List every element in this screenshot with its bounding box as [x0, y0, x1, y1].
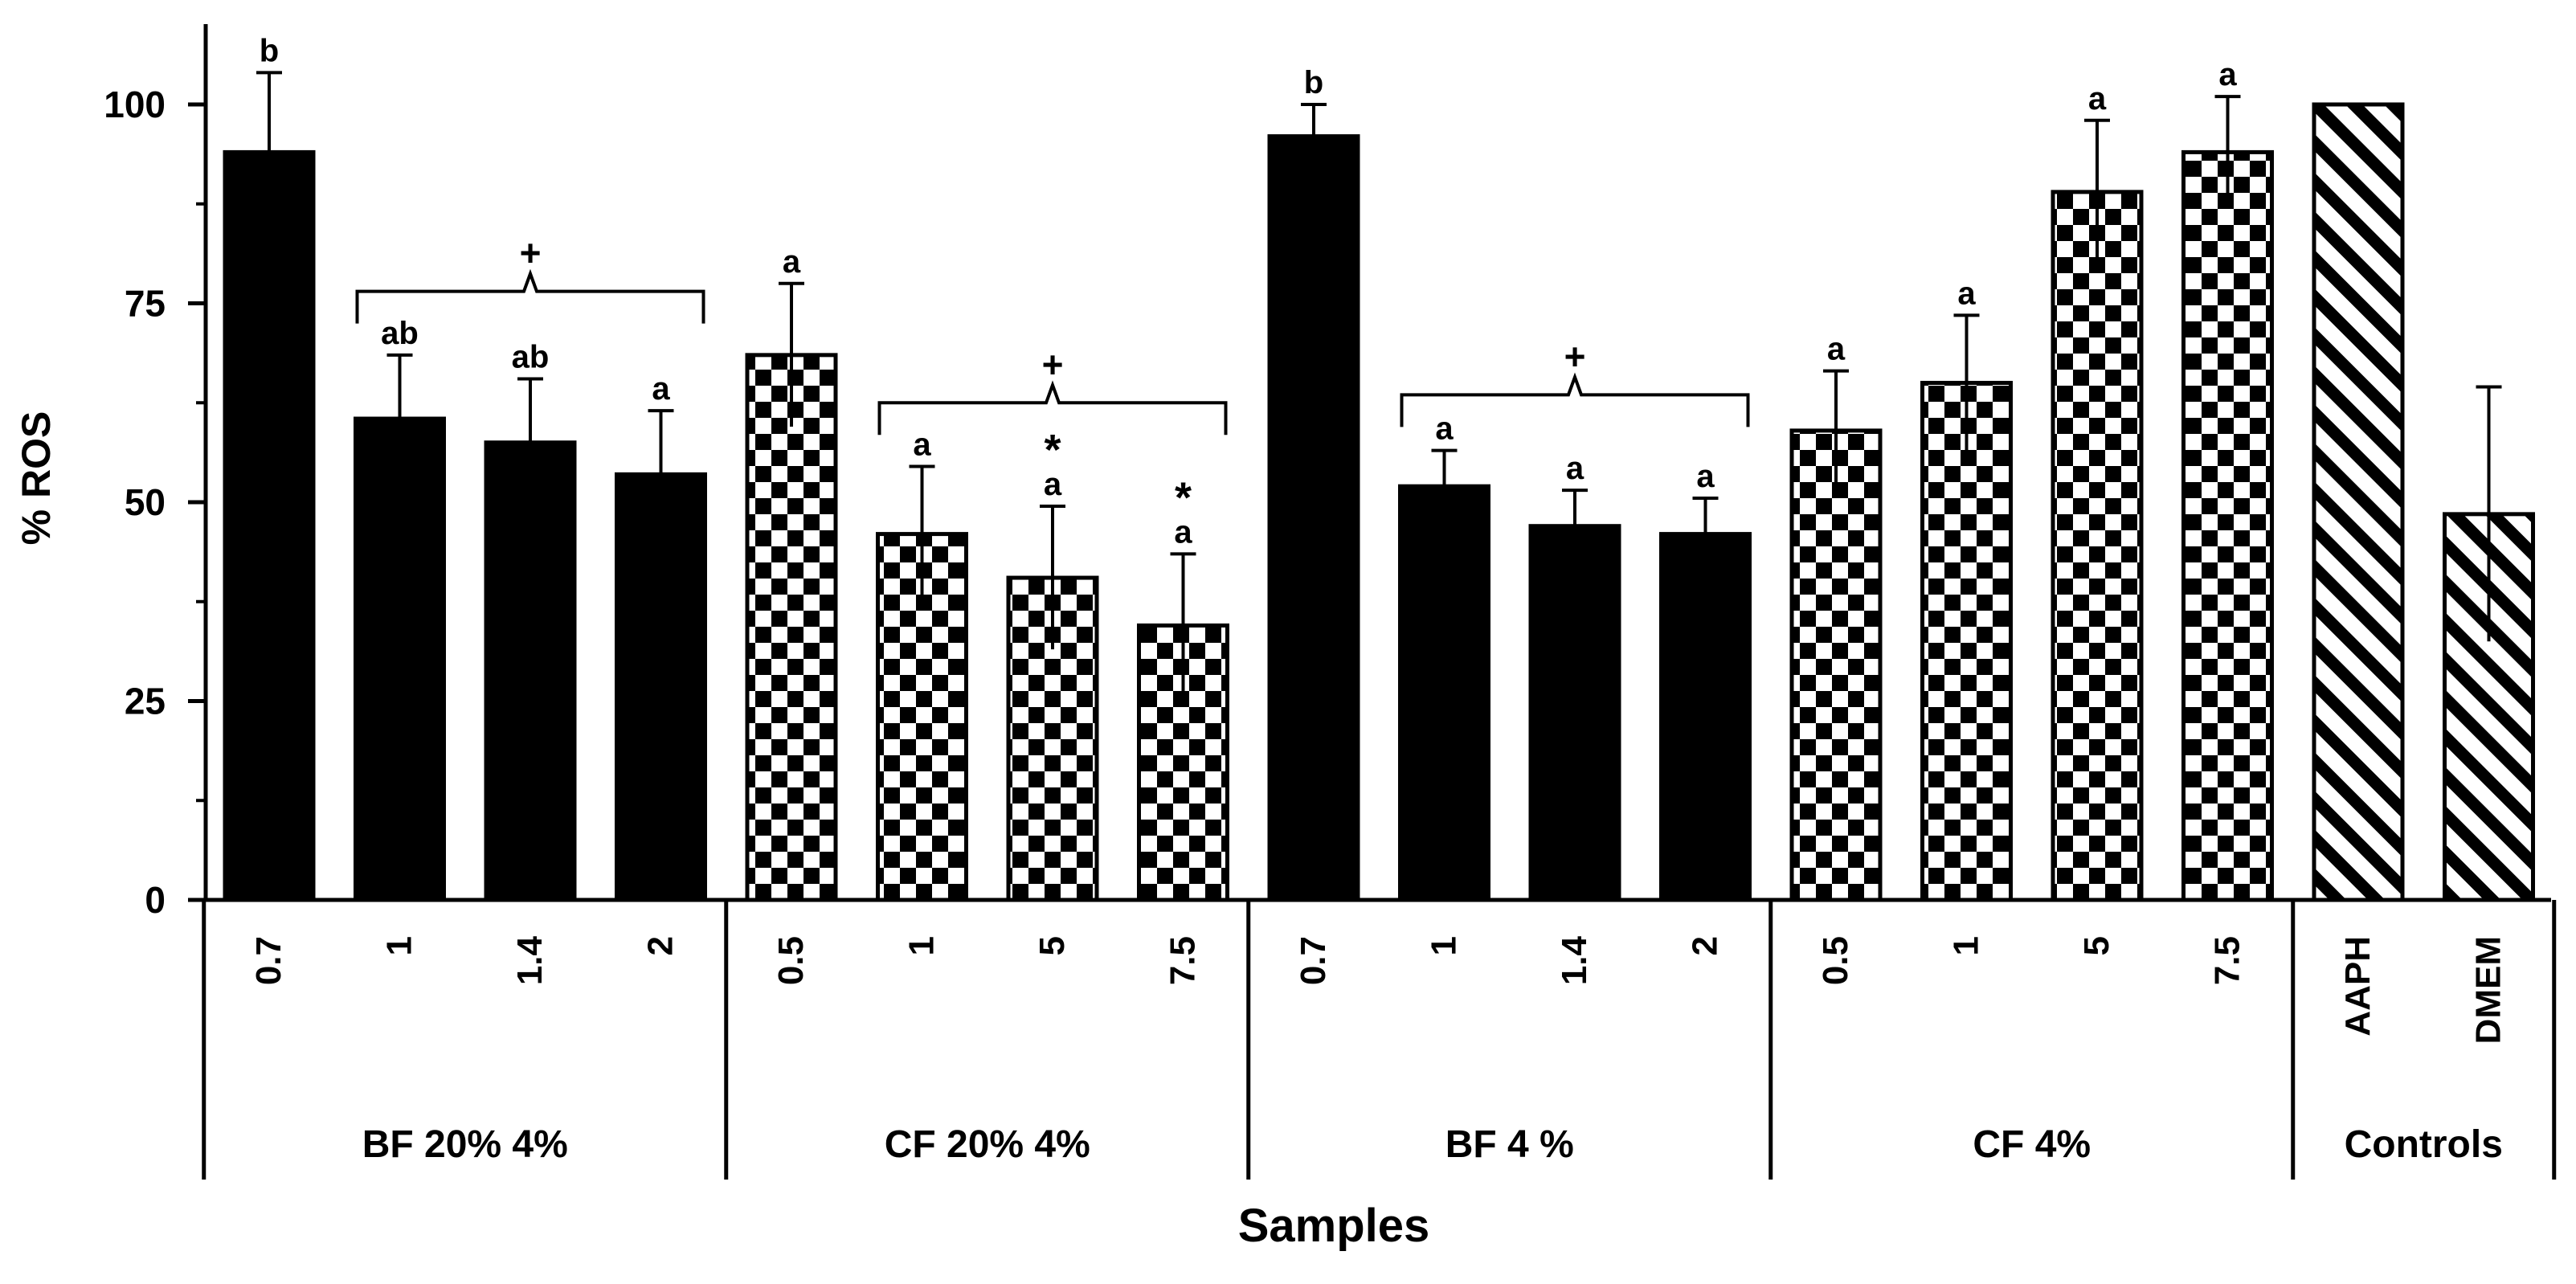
significance-letter: b: [1304, 65, 1323, 100]
bar-3-1: [1920, 381, 2013, 902]
significance-letter: ab: [512, 340, 550, 375]
x-axis-title: Samples: [1238, 1200, 1430, 1252]
x-tick-label: 0.7: [1294, 936, 1333, 985]
significance-letter: a: [1957, 276, 1976, 311]
x-tick-label: 5: [2077, 936, 2116, 955]
significance-letter: a: [1174, 514, 1192, 550]
x-tick-label: 0.5: [771, 936, 811, 985]
group-label: BF 4 %: [1445, 1123, 1574, 1166]
bracket-0: [355, 268, 705, 324]
labels-layer: b0.7ab1ab1.4a2a0.5a1a*5a*7.5b0.7a1a1.4a2…: [104, 33, 2508, 1166]
bar-4-0: [2312, 102, 2405, 902]
y-tick-label: 75: [125, 283, 166, 325]
bar-1-0: [745, 353, 838, 902]
x-tick-label: 1: [902, 936, 942, 955]
axes-layer: [188, 24, 2557, 1180]
x-tick-label: 0.5: [1816, 936, 1855, 985]
significance-letter: a: [2088, 81, 2107, 117]
x-tick-label: 7.5: [2208, 936, 2247, 985]
bar-2-3: [1659, 532, 1752, 902]
bracket-1: [877, 380, 1228, 435]
group-label: CF 20% 4%: [885, 1123, 1090, 1166]
x-tick-label: 7.5: [1163, 936, 1203, 985]
x-tick-label: 5: [1032, 936, 1072, 955]
significance-letter: b: [260, 33, 279, 68]
x-tick-label: 1.4: [1555, 935, 1594, 985]
x-tick-label: 2: [1686, 936, 1725, 955]
bar-0-0: [223, 149, 316, 902]
x-tick-label: 2: [641, 936, 681, 955]
bars-layer: [223, 71, 2535, 902]
significance-star: *: [1175, 473, 1192, 521]
bar-0-1: [354, 416, 446, 902]
significance-star: *: [1044, 426, 1061, 474]
group-label: CF 4%: [1973, 1123, 2091, 1166]
bar-3-3: [2181, 149, 2274, 902]
bracket-2: [1400, 372, 1750, 427]
bar-1-3: [1137, 623, 1229, 902]
significance-letter: a: [2218, 57, 2237, 92]
significance-letter: a: [1044, 467, 1062, 502]
significance-letter: a: [1696, 459, 1715, 494]
significance-letter: ab: [381, 316, 419, 351]
bar-2-2: [1528, 524, 1621, 902]
significance-letter: a: [1566, 451, 1584, 486]
significance-letter: a: [652, 371, 670, 407]
group-label: Controls: [2345, 1123, 2503, 1166]
x-tick-label: 1.4: [510, 935, 550, 985]
y-tick-label: 100: [104, 84, 166, 125]
x-tick-label: 0.7: [249, 936, 288, 985]
x-tick-label: 1: [380, 936, 419, 955]
x-tick-label: DMEM: [2469, 936, 2509, 1044]
bar-0-3: [615, 472, 707, 902]
bar-3-0: [1789, 428, 1883, 902]
y-tick-label: 50: [125, 481, 166, 523]
bar-0-2: [484, 440, 577, 902]
y-tick-label: 25: [125, 681, 166, 722]
bracket-mark: +: [520, 232, 542, 274]
x-tick-label: 1: [1947, 936, 1986, 955]
bar-2-0: [1267, 134, 1360, 902]
bar-2-1: [1398, 484, 1490, 902]
x-tick-label: AAPH: [2338, 936, 2378, 1037]
bracket-mark: +: [1564, 335, 1586, 377]
y-axis-title: % ROS: [14, 411, 59, 546]
significance-letter: a: [1827, 332, 1846, 367]
group-label: BF 20% 4%: [362, 1123, 568, 1166]
y-tick-label: 0: [145, 879, 166, 921]
x-tick-label: 1: [1425, 936, 1464, 955]
significance-letter: a: [783, 244, 801, 280]
significance-letter: a: [1435, 411, 1454, 447]
bracket-mark: +: [1042, 343, 1064, 385]
bar-3-2: [2051, 190, 2144, 902]
significance-letter: a: [913, 427, 931, 462]
